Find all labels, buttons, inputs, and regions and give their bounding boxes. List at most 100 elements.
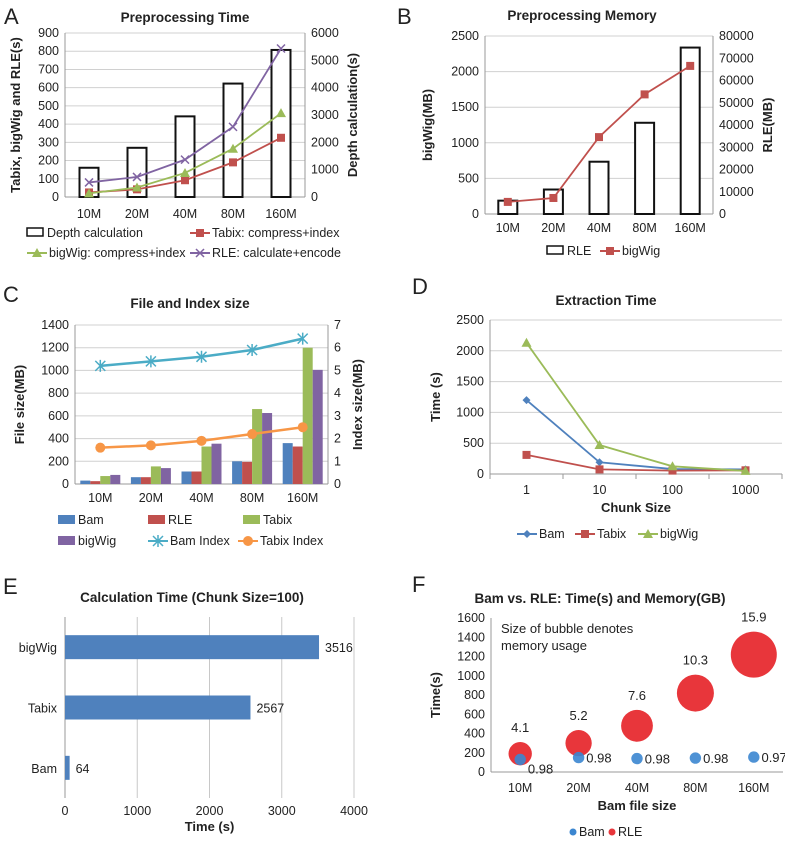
data-point: [196, 435, 207, 446]
y-tick-label: 1000: [41, 363, 69, 377]
bar: [160, 468, 171, 484]
data-point: [740, 465, 751, 475]
data-point: [180, 167, 190, 177]
data-point: [686, 61, 695, 70]
chart-title: File and Index size: [130, 296, 250, 311]
y2-tick-label: 0: [311, 190, 318, 204]
panel-letter: E: [3, 574, 18, 599]
chart-title: Bam vs. RLE: Time(s) and Memory(GB): [474, 591, 725, 606]
y-tick-label: 2000: [456, 344, 484, 358]
legend-label: RLE: [567, 244, 591, 258]
y2-axis-title: Depth calculation(s): [345, 53, 360, 177]
panel-B: [484, 35, 714, 255]
data-point: [132, 172, 142, 182]
legend-label: bigWig: [660, 527, 698, 541]
bubble-label: 5.2: [570, 708, 588, 723]
x-tick-label: 20M: [139, 491, 163, 505]
bubble-label: 10.3: [683, 653, 708, 668]
x-tick-label: 20M: [541, 221, 565, 235]
y-axis-title: bigWig(MB): [420, 89, 435, 161]
bubble-label: 0.98: [528, 761, 553, 776]
y-tick-label: 500: [463, 436, 484, 450]
bubble-label: 4.1: [511, 720, 529, 735]
y-tick-label: 200: [48, 454, 69, 468]
bar: [150, 466, 161, 484]
bubble-bam: [748, 751, 760, 763]
y2-tick-label: 70000: [719, 51, 754, 65]
y2-tick-label: 4000: [311, 81, 339, 95]
data-point: [84, 177, 94, 187]
y-tick-label: 1000: [456, 405, 484, 419]
y2-tick-label: 0: [719, 207, 726, 221]
y-category-label: bigWig: [19, 641, 57, 655]
bar: [312, 369, 323, 484]
data-point: [195, 350, 208, 363]
bar: [222, 82, 244, 198]
bar: [126, 146, 148, 199]
data-point: [94, 359, 106, 372]
data-point: [595, 458, 604, 467]
data-point: [276, 108, 286, 118]
y-category-label: Tabix: [28, 702, 58, 716]
bubble-bam: [631, 752, 643, 765]
annotation: memory usage: [501, 638, 587, 653]
x-tick-label: 40M: [189, 491, 213, 505]
y2-tick-label: 40000: [719, 118, 754, 132]
legend-label: Depth calculation: [47, 226, 143, 240]
x-tick-label: 3000: [268, 804, 296, 818]
x-axis-title: Bam file size: [598, 798, 677, 813]
bubble-bam: [572, 751, 585, 764]
y-tick-label: 400: [464, 727, 485, 741]
panel-A: [26, 32, 306, 258]
y-axis-title: Tabix, bigWig and RLE(s): [8, 37, 23, 193]
y2-tick-label: 5: [334, 363, 341, 377]
y-tick-label: 0: [472, 207, 479, 221]
x-tick-label: 160M: [738, 781, 769, 795]
y-tick-label: 1400: [457, 630, 485, 644]
y-tick-label: 2500: [451, 29, 479, 43]
legend-marker: [196, 229, 204, 237]
x-tick-label: 80M: [683, 781, 707, 795]
bar: [110, 474, 121, 484]
legend-marker: [581, 530, 589, 538]
data-point: [503, 197, 512, 206]
panel-F: [490, 618, 783, 836]
bar: [252, 409, 263, 484]
data-point: [668, 466, 677, 475]
bar: [90, 481, 101, 484]
legend-marker: [643, 529, 653, 538]
y-tick-label: 1200: [457, 650, 485, 664]
bar: [201, 446, 212, 484]
y-tick-label: 200: [464, 746, 485, 760]
legend-swatch: [148, 515, 165, 524]
data-point: [595, 133, 603, 142]
series-line: [525, 399, 746, 471]
x-tick-label: 80M: [240, 491, 264, 505]
bar: [211, 443, 222, 484]
y2-tick-label: 80000: [719, 29, 754, 43]
bar: [174, 115, 196, 198]
bubble-label: 0.98: [645, 752, 670, 767]
chart-title: Calculation Time (Chunk Size=100): [80, 590, 304, 605]
x-tick-label: 160M: [675, 221, 706, 235]
data-point: [132, 182, 142, 192]
y-tick-label: 1500: [451, 100, 479, 114]
data-point: [84, 188, 94, 198]
data-point: [594, 440, 605, 450]
y-tick-label: 1500: [456, 375, 484, 389]
bar: [65, 695, 251, 720]
legend-label: Bam: [78, 513, 104, 527]
bar: [191, 471, 202, 484]
bar: [262, 413, 273, 484]
x-tick-label: 100: [662, 483, 683, 497]
legend-marker: [608, 828, 616, 836]
bar: [80, 480, 91, 484]
panel-letter: B: [397, 4, 412, 29]
x-tick-label: 10M: [88, 491, 112, 505]
y-tick-label: 100: [38, 172, 59, 186]
x-tick-label: 2000: [196, 804, 224, 818]
legend-label: bigWig: compress+index: [49, 246, 186, 260]
y-axis-title: Time(s): [428, 672, 443, 718]
bubble-label: 0.98: [703, 751, 728, 766]
